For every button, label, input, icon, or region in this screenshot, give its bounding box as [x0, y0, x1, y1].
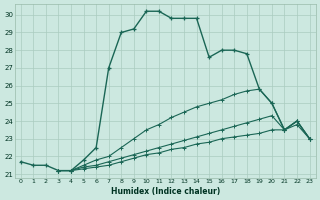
X-axis label: Humidex (Indice chaleur): Humidex (Indice chaleur) [111, 187, 220, 196]
